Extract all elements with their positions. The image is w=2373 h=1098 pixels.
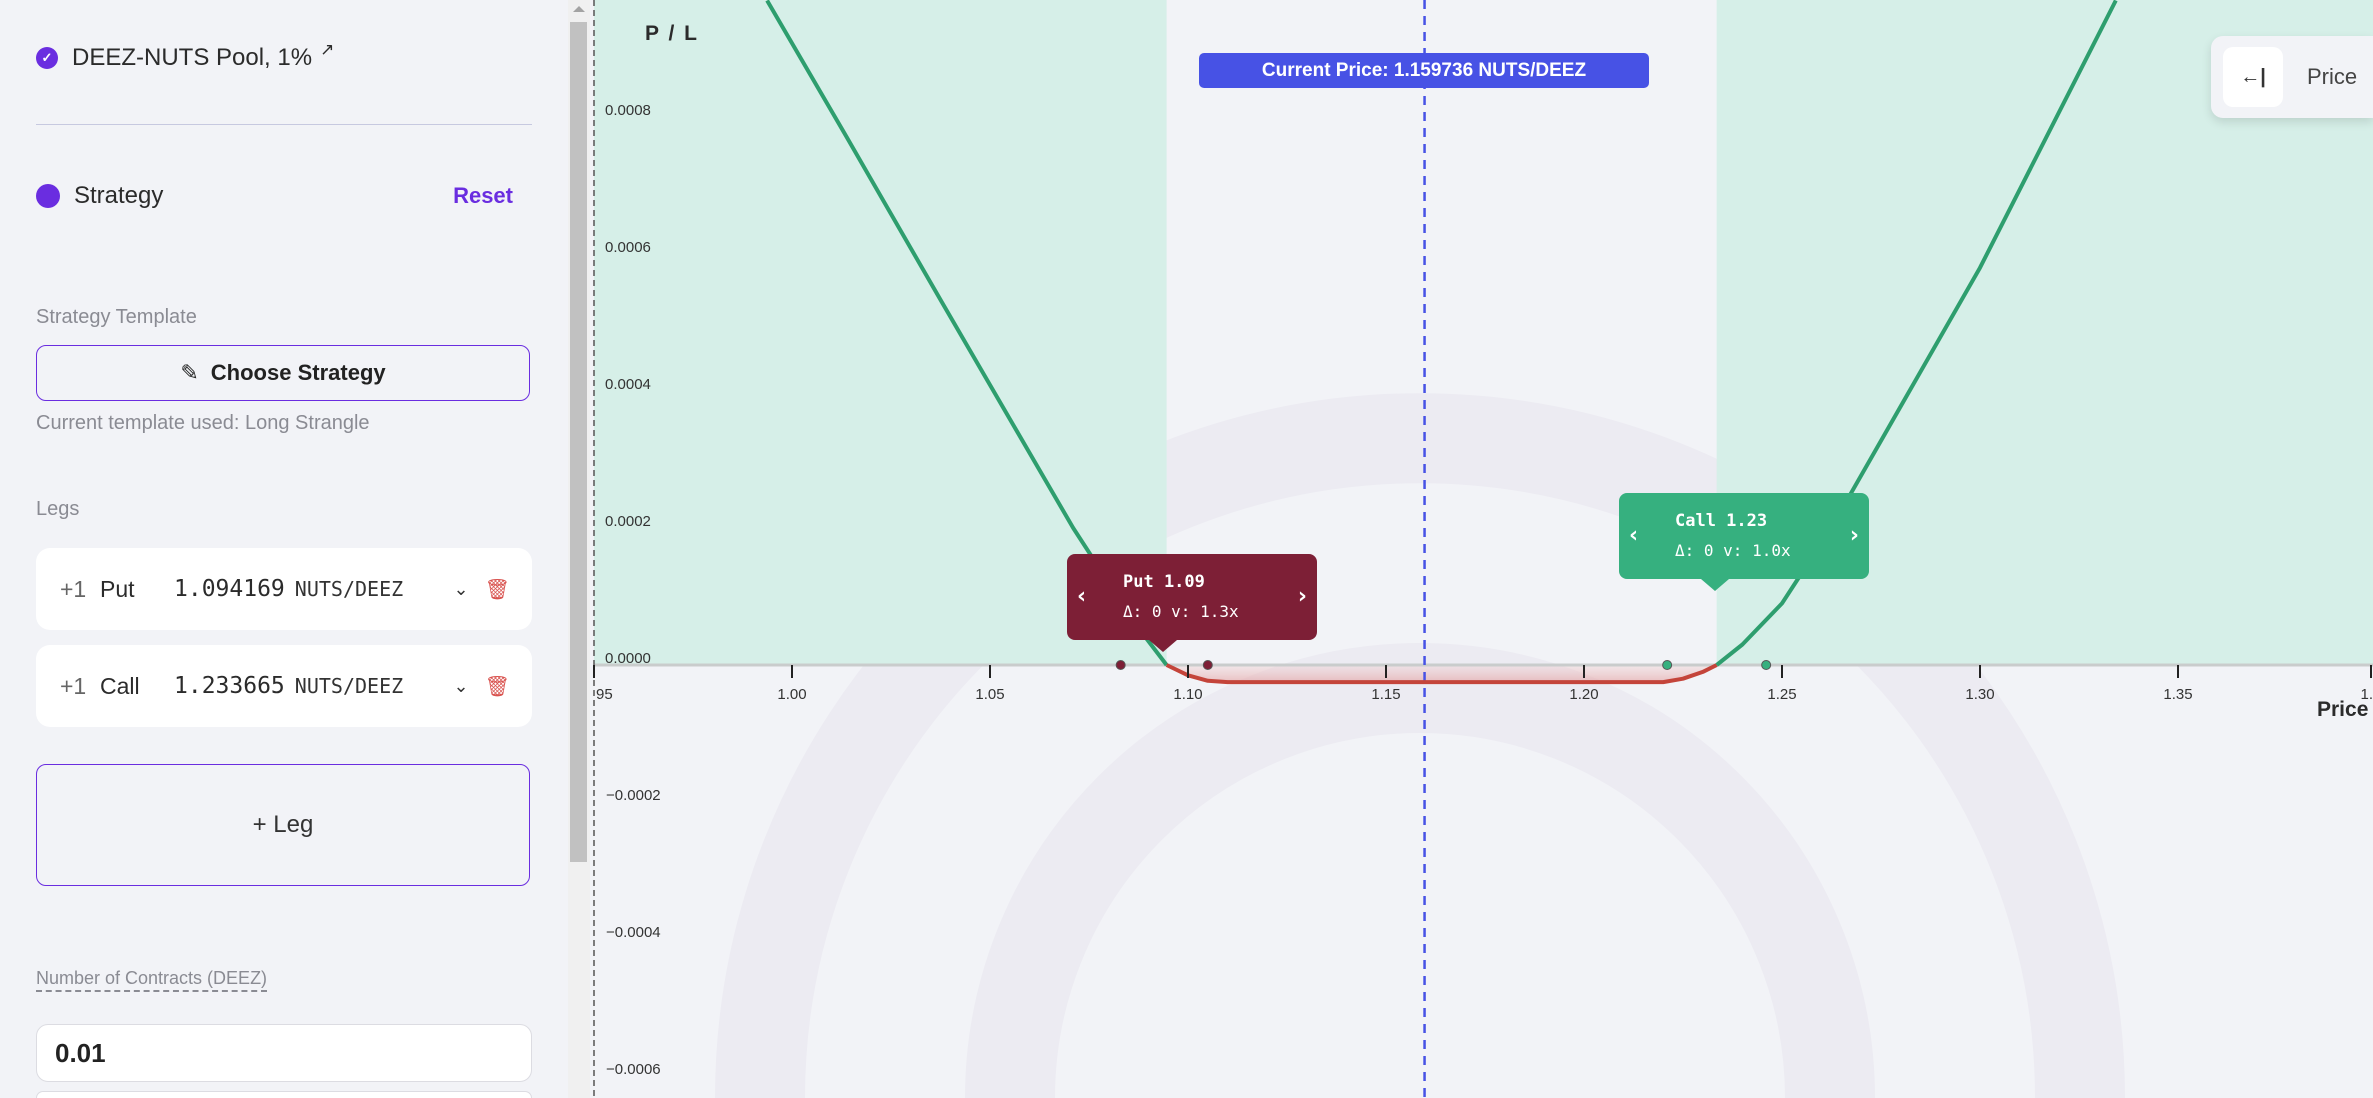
chevron-right-icon[interactable]: › [1297, 584, 1307, 609]
strategy-header: Strategy Reset [36, 182, 513, 210]
legs-label: Legs [36, 498, 80, 520]
call-tooltip-greeks: Δ: 0 v: 1.0x [1675, 541, 1791, 560]
chevron-down-icon[interactable]: ⌄ [453, 675, 469, 696]
leg-card-call[interactable]: +1 Call 1.233665 NUTS/DEEZ ⌄ 🗑 [36, 645, 532, 727]
leg-quantity: +1 [60, 672, 87, 699]
x-tick-label: 1.10 [1173, 686, 1202, 703]
chevron-right-icon[interactable]: › [1849, 523, 1859, 548]
x-tick-label: 1.05 [975, 686, 1004, 703]
tooltip-pointer [1149, 640, 1177, 652]
strategy-title: Strategy [74, 182, 164, 209]
x-tick-label: 1.25 [1767, 686, 1796, 703]
current-price-label: Current Price: 1.159736 NUTS/DEEZ [1199, 53, 1649, 88]
y-tick-label: −0.0006 [606, 1061, 661, 1078]
contracts-input[interactable]: 0.01 [36, 1024, 532, 1082]
price-panel-label: Price [2307, 64, 2358, 89]
y-axis-title: P / L [645, 22, 699, 45]
x-tick-label: 1.00 [777, 686, 806, 703]
trash-icon[interactable]: 🗑 [484, 578, 510, 601]
loss-region [1166, 665, 1717, 683]
pool-title: DEEZ-NUTS Pool, 1% [72, 44, 313, 71]
choose-strategy-label: Choose Strategy [210, 360, 386, 385]
y-tick-label: 0.0006 [605, 239, 651, 256]
call-tooltip-title: Call 1.23 [1675, 511, 1768, 531]
scroll-up-arrow-icon[interactable] [573, 6, 585, 12]
sidebar-scrollbar[interactable] [568, 0, 590, 1098]
leg-marker [1202, 660, 1213, 670]
chevron-left-icon[interactable]: ‹ [1077, 584, 1087, 609]
leg-marker [1115, 660, 1126, 670]
reset-button[interactable]: Reset [453, 183, 513, 208]
pool-header: ✓ DEEZ-NUTS Pool, 1% ↗ [36, 40, 334, 72]
chevron-down-icon[interactable]: ⌄ [453, 578, 469, 599]
contracts-value: 0.01 [55, 1037, 106, 1068]
put-tooltip-title: Put 1.09 [1123, 572, 1205, 592]
sidebar: ✓ DEEZ-NUTS Pool, 1% ↗ Strategy Reset St… [0, 0, 568, 1098]
x-tick-label: 1.20 [1569, 686, 1598, 703]
add-leg-button[interactable]: + Leg [36, 764, 530, 886]
price-panel: ←| Price [2211, 36, 2373, 118]
leg-type: Put [100, 575, 135, 602]
leg-marker [1662, 660, 1673, 670]
y-tick-label: 0.0002 [605, 513, 651, 530]
x-tick-label: 1.15 [1371, 686, 1400, 703]
arrow-left-bar-icon: ←| [2240, 65, 2266, 88]
trash-icon[interactable]: 🗑 [484, 675, 510, 698]
x-tick-label: 1.30 [1965, 686, 1994, 703]
add-leg-label: + Leg [252, 811, 314, 838]
choose-strategy-button[interactable]: ✎ Choose Strategy [36, 345, 530, 401]
leg-card-put[interactable]: +1 Put 1.094169 NUTS/DEEZ ⌄ 🗑 [36, 548, 532, 630]
y-tick-label: 0.0008 [605, 102, 651, 119]
put-tooltip-greeks: Δ: 0 v: 1.3x [1123, 602, 1239, 621]
check-circle-icon: ✓ [36, 47, 58, 69]
call-leg-tooltip[interactable]: ‹ Call 1.23 Δ: 0 v: 1.0x › [1619, 493, 1869, 591]
leg-marker [1761, 660, 1772, 670]
leg-strike: 1.094169 [174, 576, 285, 602]
loss-line [1165, 663, 1718, 685]
next-field[interactable] [36, 1091, 532, 1098]
leg-type: Call [100, 672, 140, 699]
strategy-dot-icon [36, 184, 60, 208]
background-arc-outer [715, 393, 2125, 1098]
y-tick-label: 0.0004 [605, 376, 651, 393]
leg-unit: NUTS/DEEZ [294, 674, 404, 698]
x-tick-label: 1.35 [2163, 686, 2192, 703]
external-link-icon[interactable]: ↗ [320, 40, 335, 59]
current-template-text: Current template used: Long Strangle [36, 412, 370, 434]
x-tick-label: 95 [596, 686, 613, 703]
background-decoration [715, 393, 2125, 1098]
chevron-left-icon[interactable]: ‹ [1629, 523, 1639, 548]
strategy-template-label: Strategy Template [36, 306, 197, 328]
scrollbar-thumb[interactable] [570, 22, 587, 862]
tooltip-pointer [1701, 579, 1729, 591]
background-arc-inner [965, 643, 1875, 1098]
x-tick-label: 1. [2360, 686, 2373, 703]
y-tick-label: −0.0004 [606, 924, 661, 941]
pencil-icon: ✎ [180, 360, 199, 385]
collapse-panel-button[interactable]: ←| [2223, 47, 2283, 107]
leg-unit: NUTS/DEEZ [294, 577, 404, 601]
y-tick-label: 0.0000 [605, 650, 651, 667]
contracts-label: Number of Contracts (DEEZ) [36, 968, 268, 992]
divider [36, 124, 532, 125]
y-tick-label: −0.0002 [606, 787, 661, 804]
leg-quantity: +1 [60, 575, 87, 602]
put-leg-tooltip[interactable]: ‹ Put 1.09 Δ: 0 v: 1.3x › [1067, 554, 1317, 652]
leg-strike: 1.233665 [174, 673, 285, 699]
x-axis-title: Price [2317, 698, 2369, 721]
